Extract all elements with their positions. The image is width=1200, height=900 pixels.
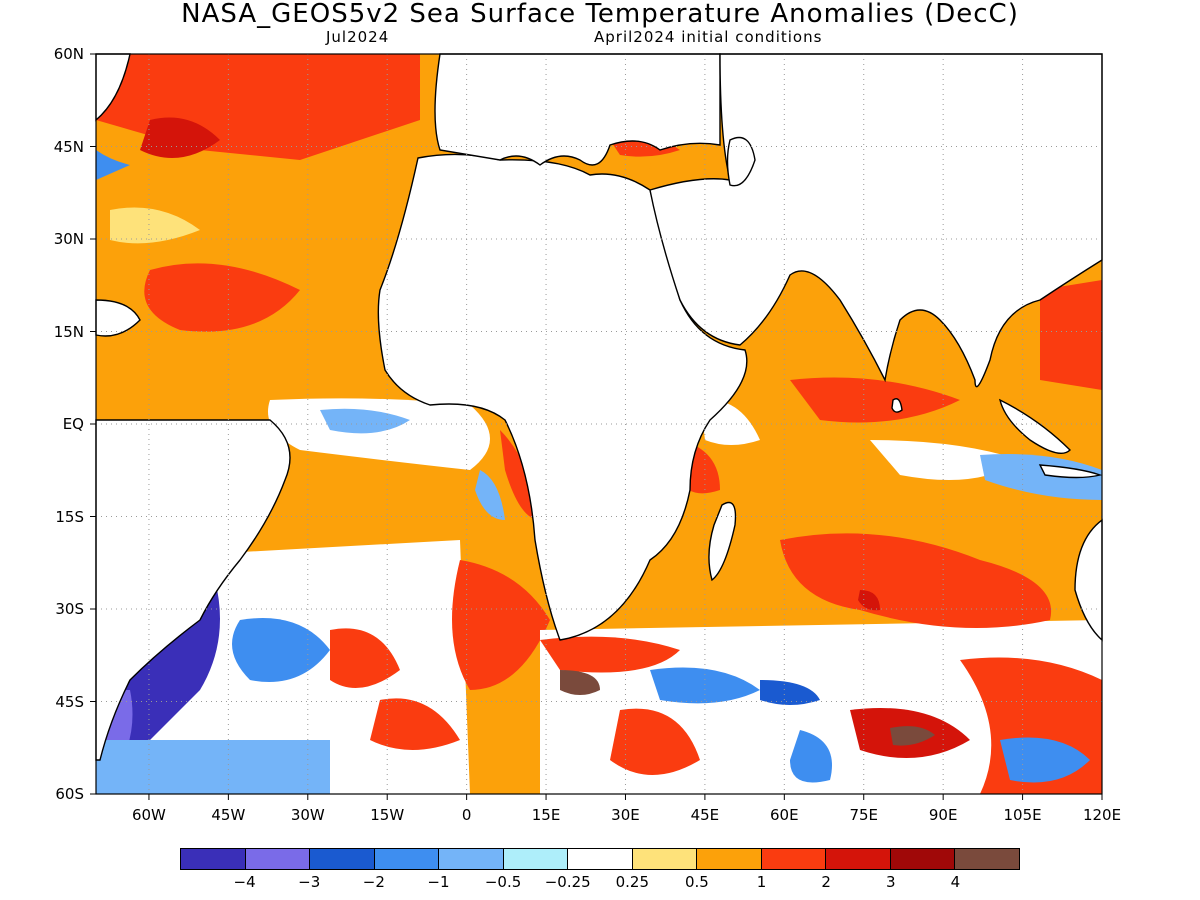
caribbean-landmass xyxy=(95,299,141,337)
colorbar-swatch xyxy=(568,849,633,869)
anomaly-patch xyxy=(790,377,960,423)
europe-landmass xyxy=(434,53,721,166)
colorbar-label: −0.25 xyxy=(544,873,591,891)
longitude-label: 15W xyxy=(370,806,405,824)
longitude-label: 0 xyxy=(461,806,472,824)
latitude-label: 30N xyxy=(53,230,84,248)
madagascar-landmass xyxy=(708,501,737,582)
initial-conditions: April2024 initial conditions xyxy=(594,28,823,46)
indonesia-landmass xyxy=(1038,464,1103,479)
colorbar-swatch xyxy=(181,849,246,869)
colorbar-swatch xyxy=(697,849,762,869)
anomaly-patch xyxy=(330,628,400,688)
anomaly-patch xyxy=(610,708,700,775)
map-title: NASA_GEOS5v2 Sea Surface Temperature Ano… xyxy=(181,0,1019,29)
colorbar-swatch xyxy=(761,849,827,869)
anomaly-patch xyxy=(452,560,550,690)
latitude-label: 15S xyxy=(55,507,84,526)
graticule xyxy=(96,54,1102,794)
australia-landmass xyxy=(1074,518,1103,642)
longitude-label: 45E xyxy=(690,806,720,824)
colorbar-swatch xyxy=(955,849,1019,869)
longitude-label: 60E xyxy=(770,806,799,824)
anomaly-patch xyxy=(144,263,300,332)
colorbar-swatch xyxy=(632,849,698,869)
anomaly-patch xyxy=(650,667,760,704)
anomaly-patch xyxy=(96,740,330,794)
colorbar xyxy=(180,848,1020,870)
anomaly-patch xyxy=(1000,737,1090,783)
colorbar-label: −3 xyxy=(298,873,321,891)
longitude-label: 75E xyxy=(849,806,879,824)
anomaly-patch xyxy=(475,470,505,520)
indonesia-landmass xyxy=(998,398,1071,454)
colorbar-swatch xyxy=(503,849,569,869)
anomaly-patch xyxy=(560,670,600,695)
longitude-label: 60W xyxy=(131,806,166,824)
colorbar-label: 0.25 xyxy=(615,873,649,891)
latitude-label: 60S xyxy=(55,785,84,803)
colorbar-label: −0.5 xyxy=(484,873,522,891)
longitude-label: 105E xyxy=(1003,806,1042,824)
longitude-label: 30E xyxy=(611,806,640,824)
colorbar-swatch xyxy=(374,849,440,869)
latitude-label: 45N xyxy=(53,137,84,156)
anomaly-patch xyxy=(858,590,880,611)
colorbar-swatch xyxy=(439,849,504,869)
latitude-label: 60N xyxy=(53,45,84,63)
sri-lanka-landmass xyxy=(891,398,903,413)
colorbar-label: −2 xyxy=(362,873,385,891)
caspian-sea xyxy=(726,136,756,187)
anomaly-patch xyxy=(870,440,1020,480)
colorbar-label: 3 xyxy=(885,873,896,891)
longitude-label: 15E xyxy=(531,806,561,824)
forecast-month: Jul2024 xyxy=(326,28,390,46)
anomaly-patch xyxy=(980,454,1102,500)
anomaly-patch xyxy=(232,618,330,682)
longitude-label: 90E xyxy=(928,806,958,824)
colorbar-swatch xyxy=(245,849,311,869)
anomaly-patch xyxy=(96,150,130,180)
colorbar-label: 4 xyxy=(950,873,961,891)
anomaly-patch xyxy=(890,726,935,746)
colorbar-label: −4 xyxy=(233,873,256,891)
north-america-landmass xyxy=(95,53,131,122)
anomaly-patch xyxy=(790,730,832,783)
latitude-label: EQ xyxy=(62,415,84,433)
colorbar-swatch xyxy=(310,849,375,869)
longitude-label: 120E xyxy=(1082,806,1122,824)
anomaly-patch xyxy=(110,207,200,244)
colorbar-swatch xyxy=(826,849,891,869)
longitude-label: 30W xyxy=(290,806,325,824)
colorbar-label: 2 xyxy=(821,873,831,891)
anomaly-patch xyxy=(760,680,820,705)
axis-ticks xyxy=(90,53,1103,800)
anomaly-patch xyxy=(1040,280,1102,390)
colorbar-swatch xyxy=(890,849,956,869)
africa-landmass xyxy=(377,153,748,641)
landmasses xyxy=(95,53,1103,761)
longitude-label: 45W xyxy=(211,806,246,824)
colorbar-label: 0.5 xyxy=(684,873,709,891)
south-america-landmass xyxy=(95,419,291,761)
latitude-label: 30S xyxy=(55,600,84,618)
anomaly-patch xyxy=(370,698,460,750)
latitude-label: 45S xyxy=(55,692,84,711)
latitude-label: 15N xyxy=(53,322,84,341)
anomaly-patch xyxy=(780,533,1052,628)
anomaly-patch xyxy=(540,636,680,673)
colorbar-label: 1 xyxy=(756,873,767,891)
anomaly-patch xyxy=(140,117,220,158)
colorbar-label: −1 xyxy=(427,873,450,891)
